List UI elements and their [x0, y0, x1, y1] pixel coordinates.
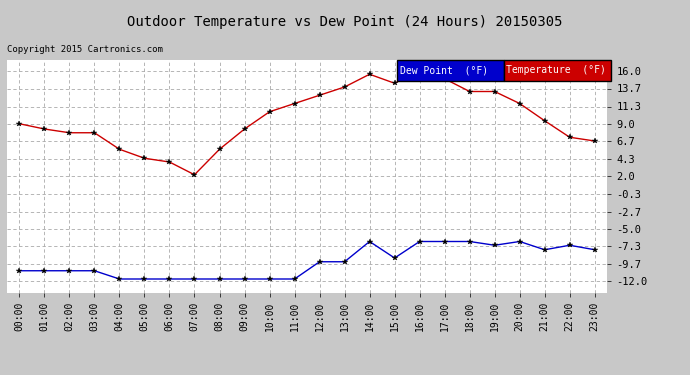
Text: Temperature  (°F): Temperature (°F) [506, 65, 607, 75]
Text: Copyright 2015 Cartronics.com: Copyright 2015 Cartronics.com [7, 45, 163, 54]
Text: Dew Point  (°F): Dew Point (°F) [400, 65, 488, 75]
Text: Outdoor Temperature vs Dew Point (24 Hours) 20150305: Outdoor Temperature vs Dew Point (24 Hou… [127, 15, 563, 29]
